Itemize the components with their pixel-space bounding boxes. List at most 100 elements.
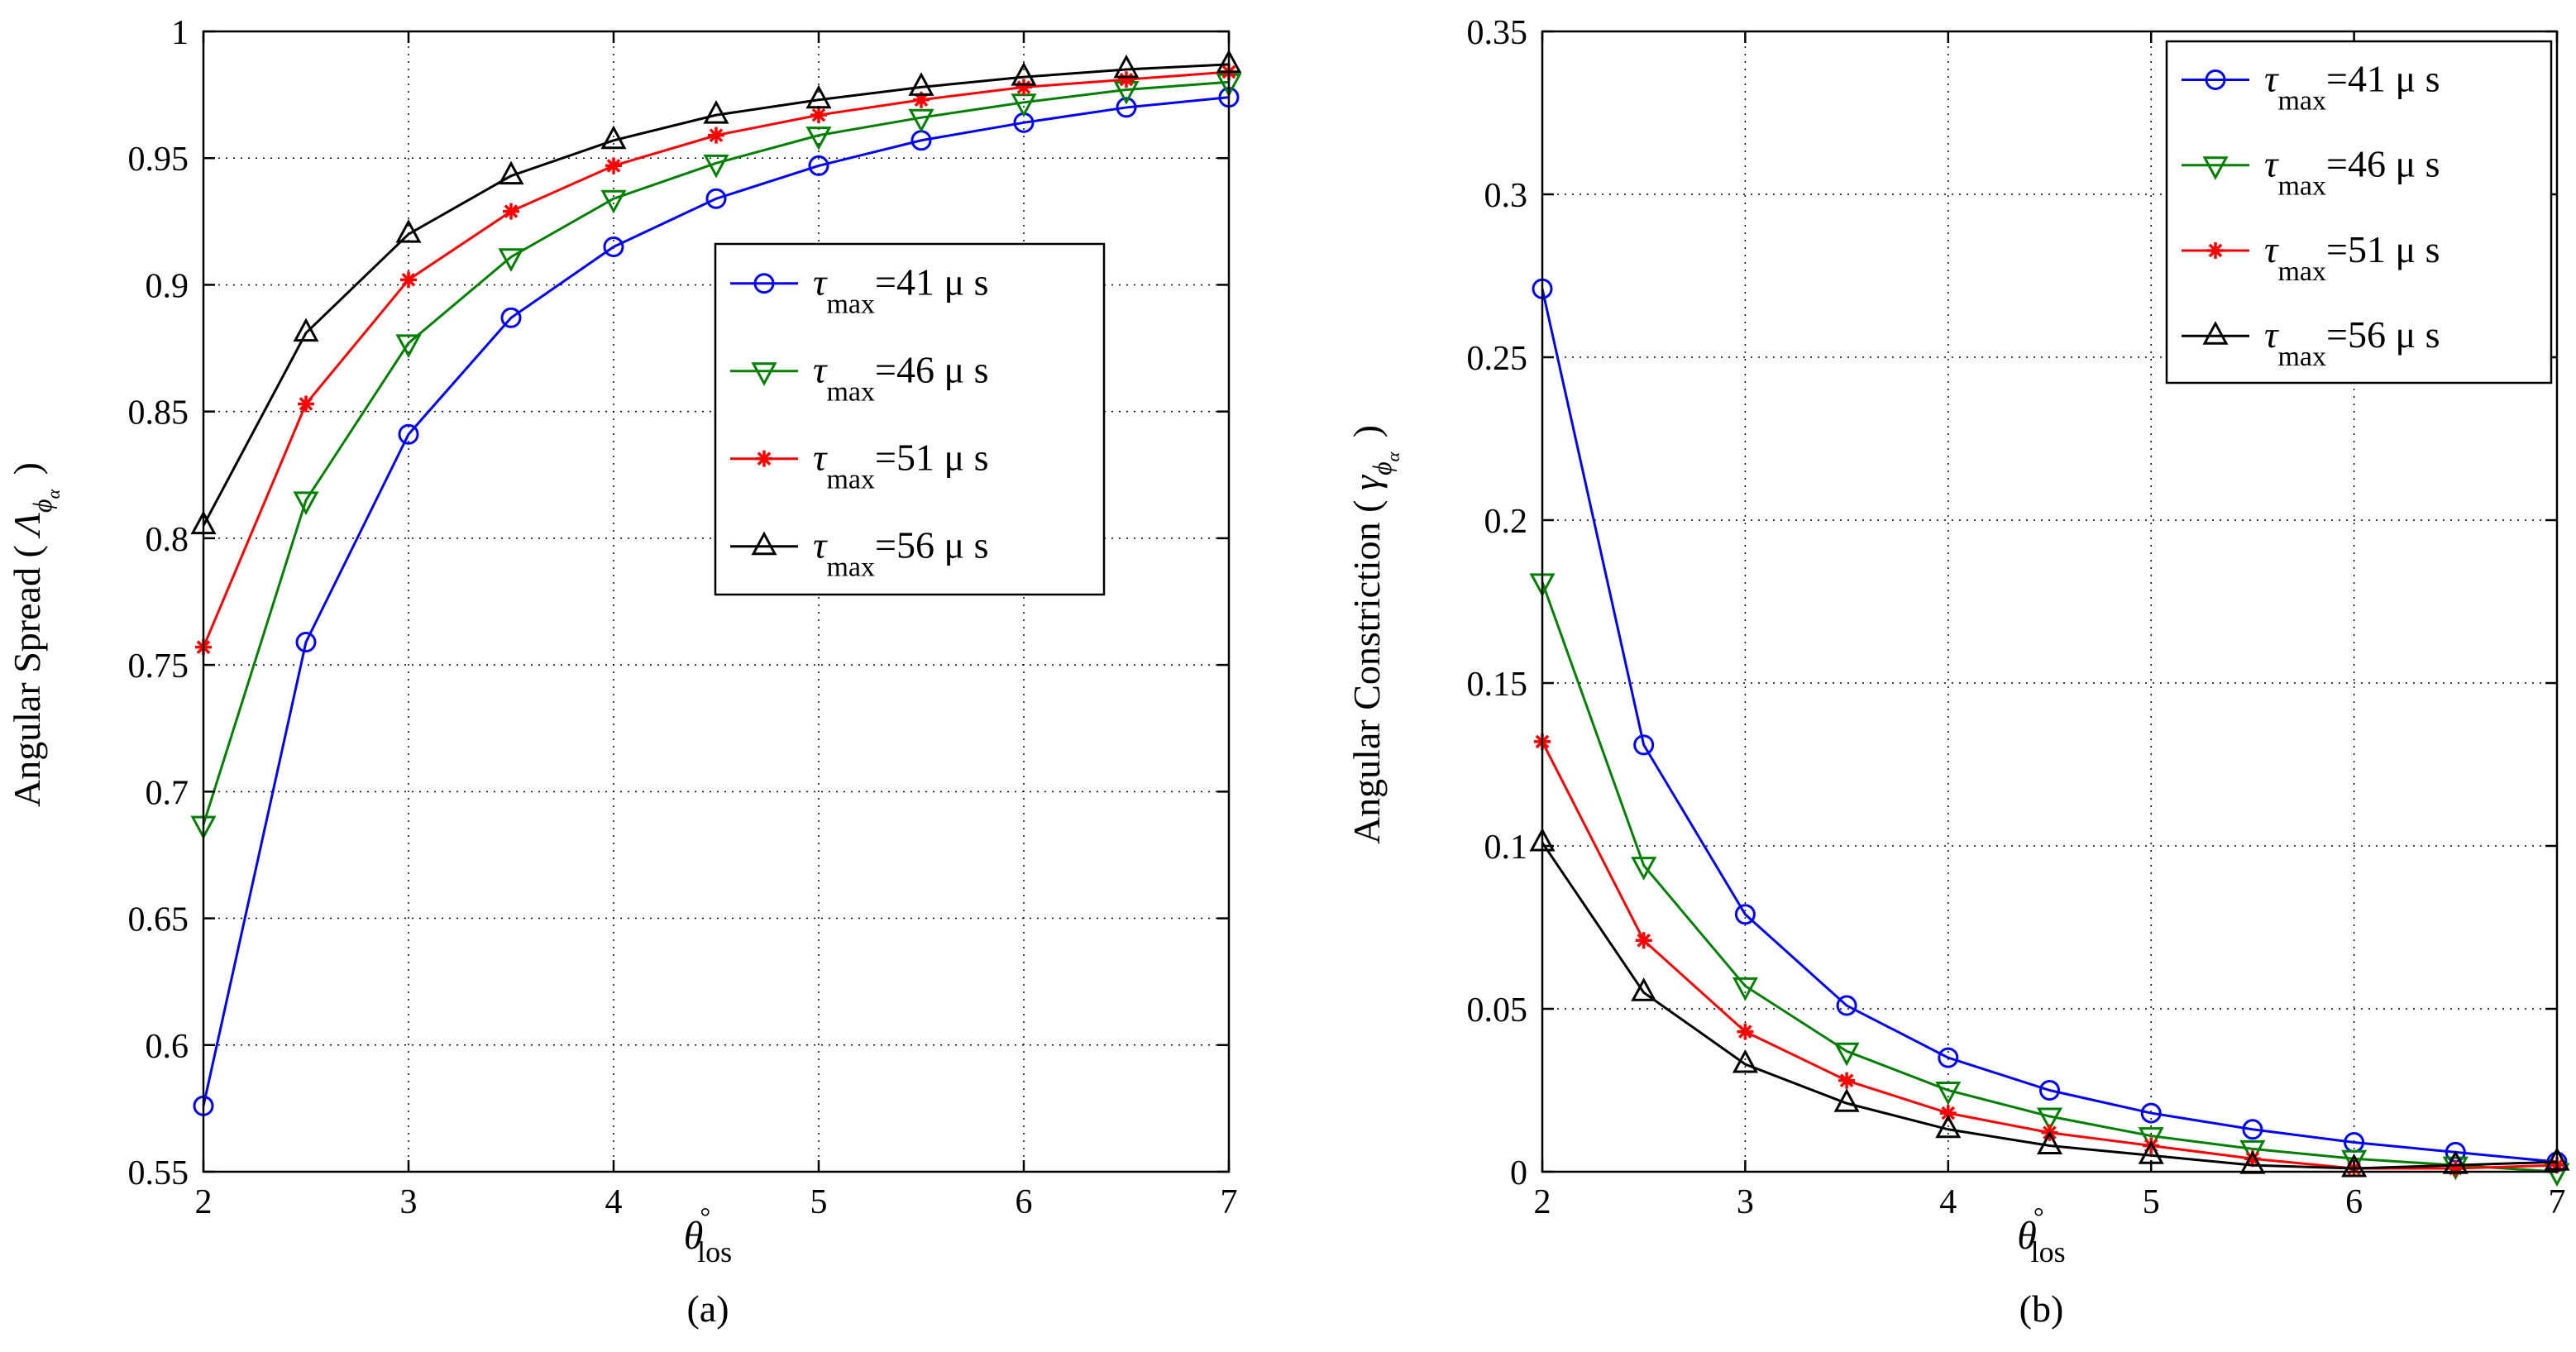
data-point-0-3 <box>500 307 522 328</box>
legend-item-0: τmax=41 μ s <box>2182 57 2440 116</box>
y-axis-label: Angular Spread ( Λϕα ) <box>6 462 64 807</box>
series-line-2 <box>1541 741 2558 1170</box>
x-tick-label: 2 <box>1534 1183 1551 1221</box>
data-point-1-4 <box>1935 1082 1962 1106</box>
data-point-1-1 <box>293 491 319 516</box>
legend-marker <box>2202 156 2229 180</box>
data-point-1-8 <box>2341 1149 2368 1174</box>
x-tick-label: 4 <box>605 1183 623 1221</box>
data-point-1-1 <box>1631 857 1657 881</box>
data-point-0-6 <box>808 155 829 176</box>
data-point-2-4 <box>605 157 622 174</box>
panel-caption: (b) <box>2019 1288 2064 1330</box>
data-point-0-4 <box>603 236 624 257</box>
y-tick-label: 0.75 <box>128 647 189 686</box>
data-point-3-3 <box>498 160 524 185</box>
plot-frame <box>202 30 1231 1173</box>
legend-label: τmax=41 μ s <box>813 261 989 320</box>
data-point-0-9 <box>1116 97 1137 118</box>
y-tick-label: 0.05 <box>1467 991 1528 1030</box>
y-tick-label: 0.9 <box>146 267 189 305</box>
data-point-0-3 <box>1836 995 1857 1016</box>
data-point-1-2 <box>395 334 422 359</box>
legend-item-3: τmax=56 μ s <box>730 524 989 583</box>
legend-box <box>714 242 1106 596</box>
data-point-1-6 <box>2138 1127 2164 1151</box>
legend-marker <box>753 273 775 294</box>
data-point-3-4 <box>600 125 627 150</box>
data-point-0-1 <box>1633 734 1655 756</box>
legend-marker <box>751 362 777 386</box>
legend-marker <box>2202 321 2229 345</box>
y-tick-label: 0.6 <box>146 1028 189 1066</box>
data-point-2-1 <box>298 395 314 413</box>
x-axis-label: θ° los <box>2017 1202 2065 1268</box>
data-point-1-3 <box>498 248 524 272</box>
x-tick-label: 3 <box>1737 1183 1754 1221</box>
y-tick-label: 0.8 <box>146 521 189 559</box>
legend-label: τmax=41 μ s <box>2264 57 2440 116</box>
data-point-1-7 <box>2239 1139 2266 1164</box>
data-point-0-1 <box>295 632 317 653</box>
data-point-1-7 <box>908 108 934 133</box>
legend-item-2: τmax=51 μ s <box>730 437 989 495</box>
data-point-2-2 <box>1737 1023 1754 1040</box>
x-axis-label: θ° los <box>684 1202 732 1268</box>
series-line-3 <box>1541 842 2558 1170</box>
legend-label: τmax=51 μ s <box>813 437 989 495</box>
panel-b: 2 3 4 5 6 7 0 0.05 0.1 0.15 0.2 0.25 0.3 0.35 θ° los (b)… <box>1345 14 2570 1330</box>
data-point-3-2 <box>1732 1049 1758 1073</box>
panel-caption: (a) <box>686 1288 729 1330</box>
data-point-2-8 <box>1016 79 1032 96</box>
y-axis-label: Angular Constriction ( γϕα ) <box>1345 425 1403 844</box>
y-tick-label: 0.65 <box>128 901 189 939</box>
series-line-1 <box>1541 581 2558 1173</box>
data-point-3-5 <box>703 99 729 124</box>
legend-item-1: τmax=46 μ s <box>730 349 989 408</box>
data-point-2-2 <box>400 271 417 289</box>
data-point-1-8 <box>1011 93 1037 117</box>
legend-item-1: τmax=46 μ s <box>2182 143 2440 202</box>
y-tick-label: 1 <box>171 14 189 52</box>
legend-item-2: τmax=51 μ s <box>2182 228 2440 287</box>
x-tick-label: 7 <box>1221 1183 1238 1221</box>
data-point-0-5 <box>2039 1080 2060 1101</box>
data-point-3-8 <box>1011 62 1037 86</box>
data-point-1-5 <box>703 154 729 179</box>
data-point-3-6 <box>805 84 832 109</box>
series-line-3 <box>202 63 1230 527</box>
x-tick-label: 4 <box>1939 1183 1957 1221</box>
y-tick-label: 0.35 <box>1467 14 1528 52</box>
y-tick-label: 0.2 <box>1484 503 1528 541</box>
x-tick-label: 7 <box>2549 1183 2566 1221</box>
data-point-1-4 <box>600 189 627 214</box>
x-tick-label: 6 <box>1016 1183 1033 1221</box>
panel-a: 2 3 4 5 6 7 0.55 0.6 0.65 0.7 0.75 0.8 0.85 0.9 0.95 1 θ… <box>6 14 1242 1330</box>
data-point-0-4 <box>1938 1047 1959 1068</box>
x-tick-label: 5 <box>2143 1183 2160 1221</box>
legend-marker <box>751 531 777 556</box>
data-point-0-2 <box>398 423 419 445</box>
data-point-1-3 <box>1833 1042 1860 1067</box>
y-tick-label: 0.55 <box>128 1154 189 1192</box>
x-tick-label: 6 <box>2345 1183 2363 1221</box>
legend-marker <box>2207 241 2224 259</box>
data-point-1-5 <box>2036 1107 2063 1132</box>
data-point-0-2 <box>1734 904 1756 925</box>
series-line-0 <box>1541 288 2558 1163</box>
y-tick-label: 0.15 <box>1467 666 1528 704</box>
plot-frame <box>1541 30 2559 1173</box>
data-point-3-1 <box>1631 977 1657 1001</box>
legend-label: τmax=46 μ s <box>813 349 989 408</box>
data-point-2-3 <box>1838 1072 1856 1089</box>
data-point-3-7 <box>908 72 934 96</box>
data-point-3-9 <box>1113 54 1140 79</box>
data-point-1-2 <box>1732 977 1758 1001</box>
legend-item-0: τmax=41 μ s <box>730 261 989 320</box>
legend: τmax=41 μ s τmax=46 μ s τmax=51 μ s τmax=56… <box>714 242 1106 596</box>
legend-label: τmax=56 μ s <box>2264 313 2440 372</box>
data-point-3-4 <box>1935 1114 1962 1139</box>
data-point-0-7 <box>2242 1119 2263 1140</box>
data-point-3-1 <box>293 318 319 342</box>
